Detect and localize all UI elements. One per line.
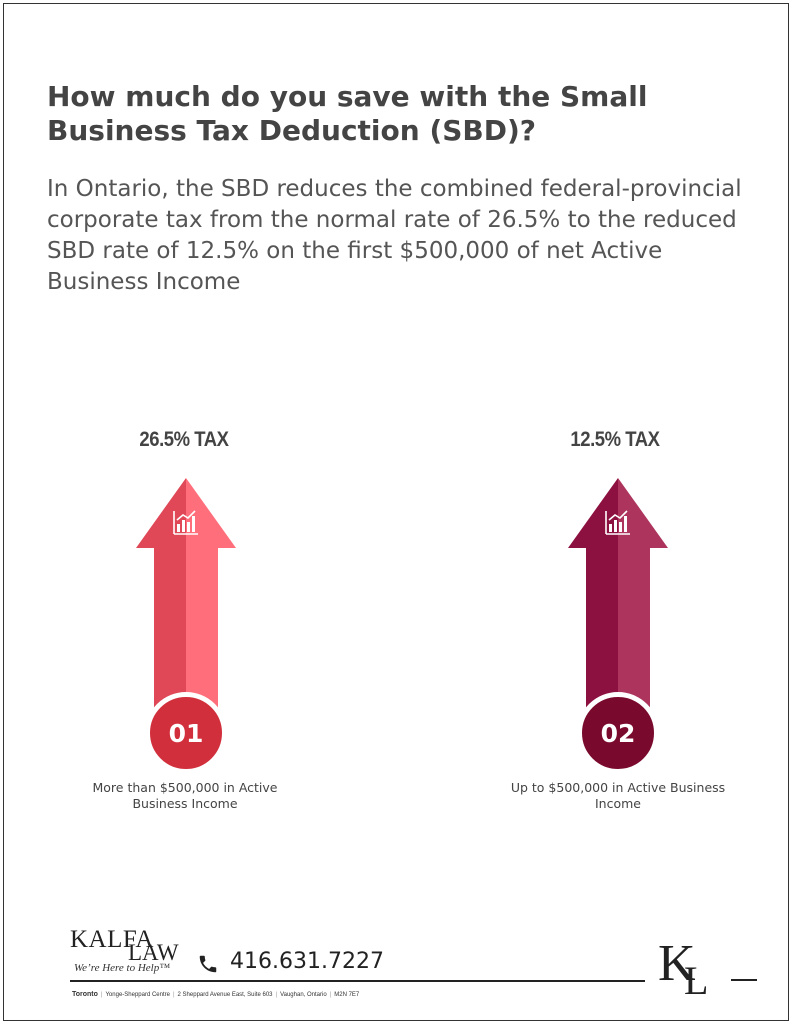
step-number-1: 01 bbox=[145, 692, 227, 774]
footer-address: Toronto | Yonge-Sheppard Centre | 2 Sheppard… bbox=[72, 991, 360, 998]
address-city: Toronto bbox=[72, 991, 98, 998]
logo-tagline: We’re Here to Help™ bbox=[74, 962, 171, 974]
bar-chart-icon bbox=[605, 510, 630, 535]
monogram-k: K bbox=[658, 935, 696, 992]
phone-number[interactable]: 416.631.7227 bbox=[230, 949, 384, 974]
intro-paragraph: In Ontario, the SBD reduces the combined… bbox=[47, 176, 742, 295]
arrow-right-half bbox=[186, 478, 236, 708]
logo-law-text: LAW bbox=[128, 940, 179, 965]
tax-label-reduced: 12.5% TAX bbox=[570, 428, 660, 451]
caption-up-to: Up to $500,000 in Active Business Income bbox=[510, 780, 726, 811]
page-title: How much do you save with the Small Busi… bbox=[47, 80, 648, 147]
address-line-3: Vaughan, Ontario bbox=[280, 992, 327, 998]
kl-monogram-logo: K L bbox=[658, 935, 708, 998]
monogram-l: L bbox=[684, 958, 708, 998]
address-line-4: M2N 7E7 bbox=[334, 992, 360, 998]
arrow-normal-rate bbox=[136, 478, 236, 708]
arrow-right-half bbox=[618, 478, 668, 708]
arrow-left-half bbox=[136, 478, 186, 708]
tax-label-normal: 26.5% TAX bbox=[139, 428, 229, 451]
footer-divider bbox=[70, 980, 645, 982]
phone-icon bbox=[199, 955, 217, 973]
page-border bbox=[3, 3, 789, 1021]
address-line-1: Yonge-Sheppard Centre bbox=[105, 992, 170, 998]
caption-more-than: More than $500,000 in Active Business In… bbox=[92, 780, 278, 811]
address-line-2: 2 Sheppard Avenue East, Suite 603 bbox=[177, 992, 273, 998]
arrow-reduced-rate bbox=[568, 478, 668, 708]
bar-chart-icon bbox=[173, 510, 198, 535]
footer-dash bbox=[731, 979, 757, 981]
logo-kalfa-text: KALFA bbox=[70, 926, 154, 953]
arrow-left-half bbox=[568, 478, 618, 708]
step-number-2: 02 bbox=[577, 692, 659, 774]
